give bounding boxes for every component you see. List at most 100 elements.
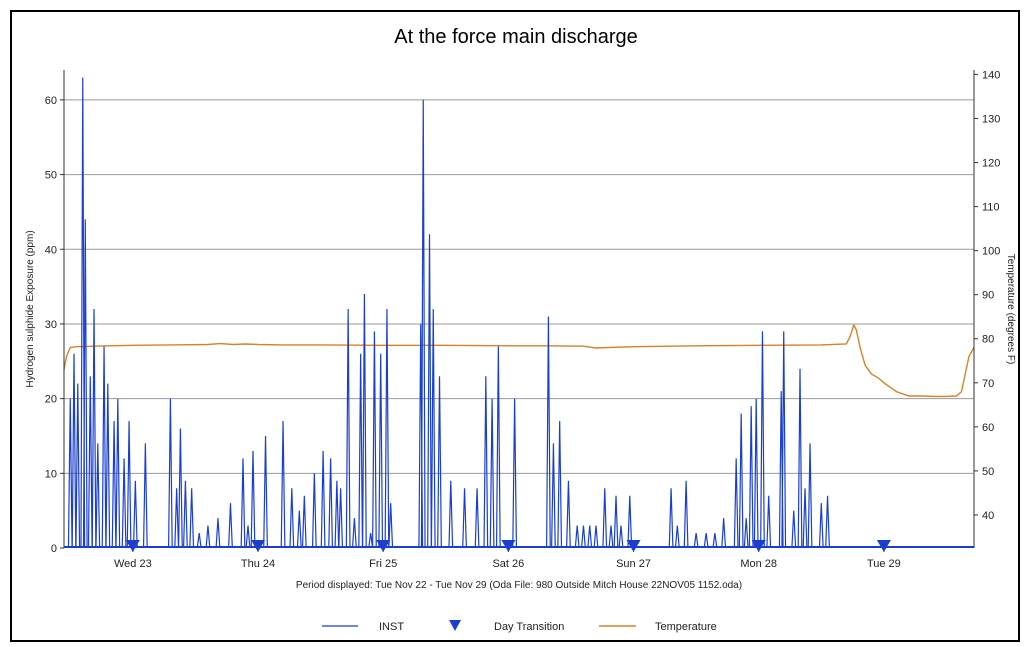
inst-peak [240, 458, 246, 548]
inst-peak [388, 503, 394, 548]
day-transition-marker [626, 540, 641, 552]
inst-peak [566, 480, 571, 548]
inst-peak [87, 376, 93, 548]
inst-peak [818, 503, 824, 548]
inst-peak [105, 383, 111, 548]
inst-peak [95, 443, 101, 548]
left-tick-label: 30 [45, 319, 57, 331]
x-tick-label: Sun 27 [616, 558, 651, 570]
legend-day-transition-swatch [449, 620, 461, 631]
inst-peak [743, 518, 749, 548]
inst-peak [71, 353, 77, 548]
inst-peak [263, 435, 268, 548]
right-tick-label: 60 [982, 422, 994, 434]
inst-peak [462, 488, 467, 548]
inst-peak [474, 488, 480, 548]
day-transition-marker [376, 540, 391, 552]
inst-peak [557, 421, 563, 548]
inst-peak [807, 443, 813, 548]
temperature-layer [63, 323, 975, 398]
x-tick-label: Fri 25 [369, 558, 397, 570]
inst-peak [167, 398, 173, 548]
inst-peak [328, 458, 334, 548]
inst-peak [738, 413, 744, 548]
inst-peak [384, 308, 390, 548]
inst-peak [196, 532, 202, 548]
inst-peak [760, 331, 765, 548]
temperature-line [63, 323, 975, 398]
x-tick-label: Wed 23 [114, 558, 152, 570]
inst-peak [618, 525, 624, 548]
left-axis-title: Hydrogen sulphide Exposure (ppm) [25, 230, 36, 387]
inst-peak [495, 346, 501, 548]
inst-peak [362, 294, 367, 548]
inst-peak [721, 518, 727, 548]
inst-peak [121, 458, 127, 548]
inst-peak [174, 488, 180, 548]
left-tick-label: 20 [45, 394, 57, 406]
inst-peak [781, 331, 787, 548]
inst-peak [189, 488, 195, 548]
inst-peak [753, 398, 759, 548]
inst-peak [825, 495, 830, 548]
inst-peak [205, 525, 211, 548]
legend: INST Day Transition Temperature [322, 620, 717, 633]
right-axis-title: Temperature (degrees F) [1005, 254, 1016, 365]
legend-day-transition-label: Day Transition [494, 621, 564, 633]
inst-peak [613, 495, 619, 548]
inst-peak [358, 353, 364, 548]
right-tick-label: 130 [982, 113, 1000, 125]
x-tick-label: Sat 26 [492, 558, 524, 570]
inst-peak [301, 495, 307, 548]
inst-peak [748, 406, 754, 548]
inst-peak [674, 525, 680, 548]
inst-peak [75, 383, 81, 548]
legend-inst-label: INST [379, 621, 404, 633]
inst-peak [115, 398, 121, 548]
inst-peak [733, 458, 739, 548]
inst-peak [82, 219, 88, 548]
left-tick-label: 0 [51, 543, 57, 555]
right-tick-label: 90 [982, 290, 994, 302]
inst-layer [64, 77, 974, 548]
inst-peak [338, 488, 344, 548]
x-tick-label: Mon 28 [740, 558, 777, 570]
inst-peak [802, 488, 808, 548]
inst-peak [430, 308, 436, 548]
inst-peak [587, 525, 593, 548]
right-tick-label: 80 [982, 334, 994, 346]
grid-lines [64, 99, 974, 474]
day-transition-markers [125, 540, 891, 552]
right-tick-label: 70 [982, 378, 994, 390]
inst-peak [372, 331, 377, 548]
inst-peak [766, 495, 772, 548]
inst-peak [378, 353, 384, 548]
left-tick-label: 50 [45, 170, 57, 182]
inst-peak [352, 518, 357, 548]
inst-peak [101, 346, 107, 548]
left-tick-label: 40 [45, 244, 57, 256]
inst-peak [289, 488, 295, 548]
inst-peak [593, 525, 599, 548]
inst-peak [797, 368, 803, 548]
day-transition-marker [876, 540, 891, 552]
inst-peak [91, 308, 97, 548]
inst-peak [178, 428, 183, 548]
legend-temperature-label: Temperature [655, 621, 717, 633]
day-transition-marker [125, 540, 140, 552]
inst-peak [245, 525, 251, 548]
x-tick-label: Thu 24 [241, 558, 275, 570]
right-tick-label: 120 [982, 158, 1000, 170]
inst-peak [483, 376, 489, 548]
right-tick-label: 100 [982, 246, 1000, 258]
inst-peak [703, 532, 709, 548]
right-tick-label: 110 [982, 202, 1000, 214]
axis-labels: 0 10 20 30 40 50 60 40 50 60 70 80 90 100 110 120 130 140… [25, 69, 1016, 591]
day-transition-marker [751, 540, 766, 552]
day-transition-marker [251, 540, 266, 552]
period-caption: Period displayed: Tue Nov 22 - Tue Nov 2… [296, 580, 742, 591]
inst-peak [228, 503, 233, 548]
inst-peak [581, 525, 586, 548]
inst-peak [142, 443, 148, 548]
inst-peak [280, 421, 286, 548]
